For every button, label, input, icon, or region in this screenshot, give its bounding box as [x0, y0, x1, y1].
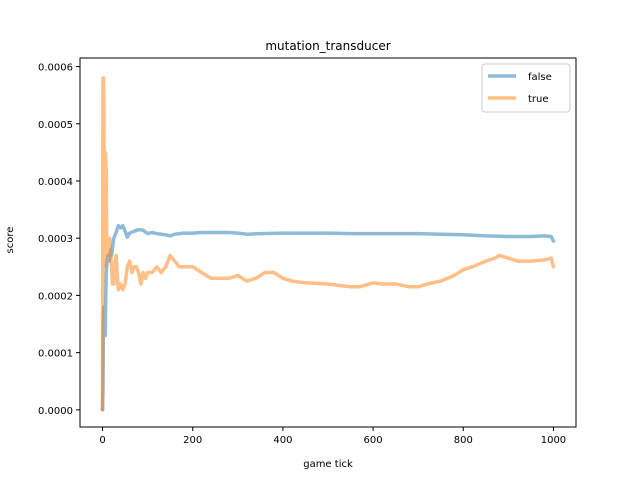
series-line-true — [100, 76, 556, 412]
x-axis-label: game tick — [303, 459, 353, 470]
y-tick-label: 0.0004 — [38, 177, 73, 188]
y-tick-label: 0.0003 — [38, 234, 73, 245]
chart-title: mutation_transducer — [265, 39, 390, 53]
y-tick-label: 0.0002 — [38, 291, 73, 302]
legend-label-true: true — [528, 94, 549, 105]
y-tick-label: 0.0000 — [38, 406, 73, 417]
y-tick-label: 0.0001 — [38, 349, 73, 360]
plot-area — [100, 76, 556, 412]
legend: false true — [481, 63, 571, 113]
x-tick-label: 1000 — [541, 435, 566, 446]
y-tick-label: 0.0006 — [38, 63, 73, 74]
series-line-false — [100, 223, 556, 412]
y-axis-label: score — [5, 227, 16, 254]
x-tick-label: 600 — [364, 435, 383, 446]
tick-layer: 0 200 400 600 800 1000 0.0000 0.0001 0.0002 0.000… — [38, 63, 566, 446]
axes-frame — [79, 57, 577, 428]
x-tick-label: 400 — [273, 435, 292, 446]
x-tick-label: 800 — [454, 435, 473, 446]
x-tick-label: 0 — [99, 435, 105, 446]
legend-box — [481, 63, 571, 113]
y-tick-label: 0.0005 — [38, 120, 73, 131]
x-tick-label: 200 — [183, 435, 202, 446]
legend-label-false: false — [528, 72, 552, 83]
